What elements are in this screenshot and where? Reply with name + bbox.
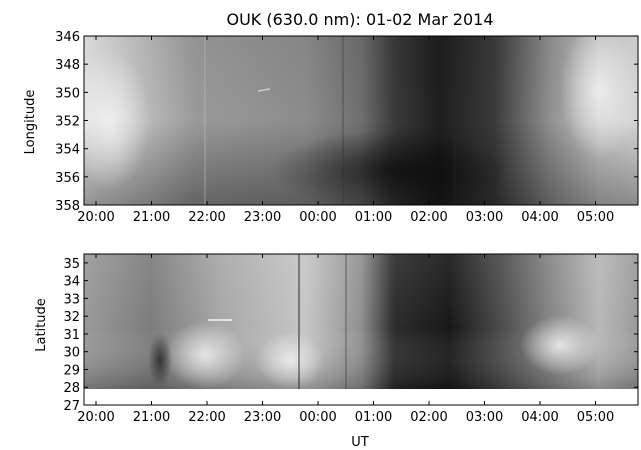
x-tick-label: 23:00 xyxy=(244,410,281,425)
y-tick-label: 27 xyxy=(63,399,80,414)
bottom-x-axis-label: UT xyxy=(351,435,369,450)
x-tick-label: 01:00 xyxy=(355,410,392,425)
y-tick-label: 32 xyxy=(63,310,80,325)
y-tick-label: 358 xyxy=(55,199,80,214)
top-y-axis-label: Longitude xyxy=(23,90,38,155)
top-x-axis: 20:00 21:00 22:00 23:00 00:00 01:00 02:00 03:00… xyxy=(77,36,614,225)
x-tick-label: 03:00 xyxy=(466,210,503,225)
x-tick-label: 05:00 xyxy=(577,410,614,425)
y-tick-label: 28 xyxy=(63,381,80,396)
y-tick-label: 352 xyxy=(55,115,80,130)
y-tick-label: 29 xyxy=(63,363,80,378)
x-tick-label: 05:00 xyxy=(577,210,614,225)
chart-title: OUK (630.0 nm): 01-02 Mar 2014 xyxy=(226,10,493,29)
y-tick-label: 350 xyxy=(55,86,80,101)
x-tick-label: 21:00 xyxy=(133,210,170,225)
x-tick-label: 02:00 xyxy=(410,210,447,225)
x-tick-label: 22:00 xyxy=(188,210,225,225)
y-tick-label: 30 xyxy=(63,346,80,361)
y-tick-label: 31 xyxy=(63,328,80,343)
bottom-x-axis: 20:00 21:00 22:00 23:00 00:00 01:00 02:00 03:00… xyxy=(77,254,614,425)
bottom-plot-frame xyxy=(83,253,639,406)
y-tick-label: 348 xyxy=(55,58,80,73)
x-tick-label: 01:00 xyxy=(355,210,392,225)
y-tick-label: 346 xyxy=(55,30,80,45)
x-tick-label: 02:00 xyxy=(410,410,447,425)
x-tick-label: 00:00 xyxy=(299,410,336,425)
x-tick-label: 04:00 xyxy=(521,410,558,425)
y-tick-label: 34 xyxy=(63,275,80,290)
x-tick-label: 23:00 xyxy=(244,210,281,225)
x-tick-label: 20:00 xyxy=(77,210,114,225)
y-tick-label: 354 xyxy=(55,143,80,158)
x-tick-label: 04:00 xyxy=(521,210,558,225)
x-tick-label: 03:00 xyxy=(466,410,503,425)
top-y-axis: 346 348 350 352 354 356 358 xyxy=(55,30,638,214)
y-tick-label: 356 xyxy=(55,171,80,186)
x-tick-label: 20:00 xyxy=(77,410,114,425)
bottom-y-axis-label: Latitude xyxy=(34,298,49,352)
x-tick-label: 22:00 xyxy=(188,410,225,425)
latitude-keogram-image xyxy=(84,254,638,405)
x-tick-label: 00:00 xyxy=(299,210,336,225)
longitude-keogram-image xyxy=(84,36,638,205)
bottom-y-axis: 27 28 29 30 31 32 33 34 35 xyxy=(63,257,638,414)
y-tick-label: 35 xyxy=(63,257,80,272)
y-tick-label: 33 xyxy=(63,292,80,307)
x-tick-label: 21:00 xyxy=(133,410,170,425)
